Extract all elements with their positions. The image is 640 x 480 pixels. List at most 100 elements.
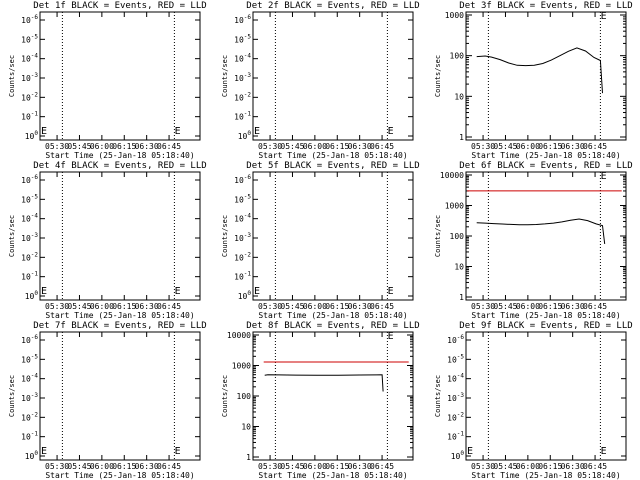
x-axis-label: Start Time (25-Jan-18 05:18:40) xyxy=(45,311,194,320)
x-tick-label: 05:45 xyxy=(67,302,91,311)
detector-panel-8: Det 8f BLACK = Events, RED = LLD10000100… xyxy=(221,321,420,480)
x-tick-label: 06:30 xyxy=(561,462,585,471)
x-tick-label: 05:30 xyxy=(471,142,495,151)
y-axis-label: Counts/sec xyxy=(8,375,16,417)
x-tick-label: 06:15 xyxy=(538,302,562,311)
event-marker-label: E xyxy=(41,446,47,457)
y-tick-label: 1000 xyxy=(445,11,464,20)
y-tick-label: 10-4 xyxy=(447,373,464,384)
events-series-line xyxy=(476,47,603,94)
x-tick-label: 06:00 xyxy=(303,302,327,311)
event-marker-label: E xyxy=(175,126,181,137)
y-tick-label: 100 xyxy=(25,130,39,141)
event-marker-label: E xyxy=(254,126,260,137)
y-tick-label: 100 xyxy=(25,450,39,461)
y-tick-label: 100 xyxy=(451,450,465,461)
y-tick-label: 10-2 xyxy=(21,91,38,102)
y-axis-label: Counts/sec xyxy=(221,55,229,97)
x-axis-label: Start Time (25-Jan-18 05:18:40) xyxy=(471,151,620,160)
event-marker-label: E xyxy=(41,286,47,297)
x-axis-label: Start Time (25-Jan-18 05:18:40) xyxy=(258,151,407,160)
chart-title: Det 5f BLACK = Events, RED = LLD xyxy=(246,161,419,171)
event-marker-label: E xyxy=(601,446,607,457)
x-tick-label: 05:45 xyxy=(493,302,517,311)
x-axis-label: Start Time (25-Jan-18 05:18:40) xyxy=(471,311,620,320)
y-tick-label: 10-2 xyxy=(234,251,251,262)
x-tick-label: 06:45 xyxy=(370,142,394,151)
event-marker-label: E xyxy=(175,446,181,457)
x-tick-label: 06:15 xyxy=(112,462,136,471)
x-tick-label: 05:30 xyxy=(258,302,282,311)
plot-frame xyxy=(465,11,627,141)
x-tick-label: 06:30 xyxy=(348,302,372,311)
x-tick-label: 06:00 xyxy=(516,142,540,151)
chart-title: Det 9f BLACK = Events, RED = LLD xyxy=(459,321,632,331)
y-tick-label: 10-1 xyxy=(447,431,464,442)
plot-frame xyxy=(465,331,627,461)
event-marker-label: E xyxy=(601,11,607,22)
x-tick-label: 06:00 xyxy=(90,302,114,311)
y-tick-label: 10 xyxy=(454,263,464,272)
x-tick-label: 06:15 xyxy=(538,462,562,471)
x-tick-label: 06:30 xyxy=(561,302,585,311)
x-tick-label: 05:30 xyxy=(471,302,495,311)
x-tick-label: 06:30 xyxy=(135,142,159,151)
event-marker-label: E xyxy=(41,126,47,137)
x-tick-label: 05:30 xyxy=(45,462,69,471)
y-tick-label: 10-6 xyxy=(234,14,251,25)
event-marker-label: E xyxy=(388,331,394,342)
x-tick-label: 05:30 xyxy=(471,462,495,471)
x-tick-label: 06:45 xyxy=(157,462,181,471)
chart-title: Det 4f BLACK = Events, RED = LLD xyxy=(33,161,206,171)
y-tick-label: 10-4 xyxy=(234,213,251,224)
y-tick-label: 10-4 xyxy=(234,53,251,64)
y-tick-label: 10-3 xyxy=(21,232,38,243)
chart-title: Det 2f BLACK = Events, RED = LLD xyxy=(246,1,419,11)
detector-panel-5: Det 5f BLACK = Events, RED = LLD 100 10-1 1… xyxy=(221,161,420,320)
detector-panel-4: Det 4f BLACK = Events, RED = LLD 100 10-1 1… xyxy=(8,161,207,320)
x-tick-label: 06:30 xyxy=(135,462,159,471)
y-tick-label: 10 xyxy=(241,423,251,432)
plot-frame xyxy=(252,171,414,301)
plot-frame xyxy=(252,11,414,141)
y-tick-label: 10-2 xyxy=(234,91,251,102)
y-tick-label: 1 xyxy=(459,133,464,142)
x-tick-label: 06:30 xyxy=(348,462,372,471)
y-tick-label: 10-1 xyxy=(234,271,251,282)
x-tick-label: 06:15 xyxy=(325,142,349,151)
y-tick-label: 100 xyxy=(237,392,252,401)
plot-frame xyxy=(39,171,201,301)
y-tick-label: 10-3 xyxy=(234,232,251,243)
y-tick-label: 10-5 xyxy=(234,33,251,44)
y-tick-label: 10-2 xyxy=(21,251,38,262)
y-tick-label: 10-5 xyxy=(21,353,38,364)
x-tick-label: 06:30 xyxy=(135,302,159,311)
event-marker-label: E xyxy=(388,286,394,297)
x-tick-label: 06:45 xyxy=(157,302,181,311)
y-axis-label: Counts/sec xyxy=(434,215,442,257)
x-tick-label: 06:45 xyxy=(583,142,607,151)
y-tick-label: 10-3 xyxy=(234,72,251,83)
y-tick-label: 10-1 xyxy=(21,431,38,442)
y-axis-label: Counts/sec xyxy=(434,375,442,417)
detector-panel-9: Det 9f BLACK = Events, RED = LLD 100 10-1 1… xyxy=(434,321,633,480)
y-tick-label: 10-1 xyxy=(21,111,38,122)
y-tick-label: 10-6 xyxy=(21,14,38,25)
y-axis-label: Counts/sec xyxy=(221,375,229,417)
x-tick-label: 06:15 xyxy=(538,142,562,151)
y-tick-label: 10-6 xyxy=(21,174,38,185)
y-tick-label: 10-4 xyxy=(21,373,38,384)
y-tick-label: 10-5 xyxy=(234,193,251,204)
event-marker-label: E xyxy=(467,446,473,457)
y-tick-label: 10-3 xyxy=(21,72,38,83)
detector-panel-1: Det 1f BLACK = Events, RED = LLD 100 10-1 1… xyxy=(8,1,207,160)
y-tick-label: 10-3 xyxy=(21,392,38,403)
x-axis-label: Start Time (25-Jan-18 05:18:40) xyxy=(45,471,194,480)
x-tick-label: 06:00 xyxy=(516,302,540,311)
x-tick-label: 06:15 xyxy=(112,302,136,311)
detector-panel-6: Det 6f BLACK = Events, RED = LLD10000100… xyxy=(434,161,633,320)
x-tick-label: 06:15 xyxy=(325,302,349,311)
x-tick-label: 05:45 xyxy=(67,462,91,471)
y-tick-label: 10-6 xyxy=(21,334,38,345)
